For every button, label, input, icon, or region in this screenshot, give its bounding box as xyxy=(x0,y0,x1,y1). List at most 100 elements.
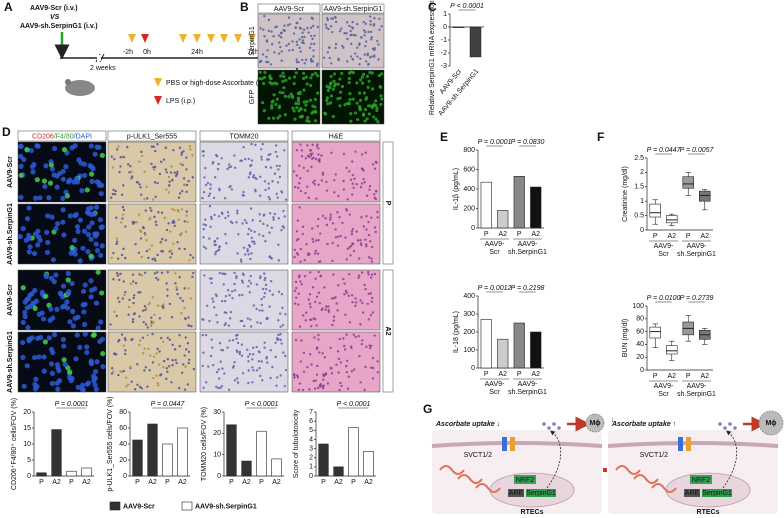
cell-dot xyxy=(269,152,272,156)
cell-dot xyxy=(302,100,306,104)
cell-dot xyxy=(117,145,120,148)
cell-dot xyxy=(365,40,368,43)
cell-dot xyxy=(156,278,160,281)
cell-dot xyxy=(204,381,208,384)
cell-dot xyxy=(267,187,271,190)
cell-dot xyxy=(334,296,337,299)
panel-letter: G xyxy=(423,402,432,416)
cell-dot xyxy=(355,22,359,26)
cell-dot xyxy=(204,218,207,221)
cell-dot xyxy=(149,207,152,211)
panel-letter: C xyxy=(428,0,437,14)
cell-dot xyxy=(93,204,100,210)
header-part: /DAPI xyxy=(74,133,92,140)
cell-dot xyxy=(136,362,139,366)
bar xyxy=(271,458,282,477)
cell-dot xyxy=(226,346,229,349)
cell-dot xyxy=(307,119,311,124)
cell-dot xyxy=(359,323,362,326)
cell-dot xyxy=(100,351,106,357)
header-box xyxy=(321,3,385,14)
cell-dot xyxy=(137,291,140,294)
cell-dot xyxy=(346,37,349,41)
cell-dot xyxy=(310,111,314,115)
header-part: CD206 xyxy=(32,133,54,140)
cell-dot xyxy=(272,93,276,97)
cell-dot xyxy=(178,192,182,195)
cell-dot xyxy=(158,317,162,320)
cell-dot xyxy=(34,177,40,183)
cell-dot xyxy=(349,178,353,182)
cell-dot xyxy=(306,365,309,369)
cell-dot xyxy=(88,171,95,177)
cell-dot xyxy=(241,371,245,375)
triangle xyxy=(220,34,228,43)
cell-dot xyxy=(157,211,160,214)
cell-dot xyxy=(264,287,268,291)
cell-dot xyxy=(312,317,316,320)
cell-dot xyxy=(294,296,298,299)
cell-dot xyxy=(313,97,317,101)
cell-dot xyxy=(338,388,341,392)
cell-dot xyxy=(265,60,268,64)
cell-dot xyxy=(316,91,320,95)
y-tick-label: 400 xyxy=(463,186,475,193)
cell-dot xyxy=(370,257,373,260)
cell-dot xyxy=(164,239,167,242)
cell-dot xyxy=(316,346,319,349)
cell-dot xyxy=(308,149,312,152)
p-value: P = 0.0012 xyxy=(478,285,512,292)
cell-dot xyxy=(354,52,357,55)
cell-dot xyxy=(248,279,251,283)
cell-dot xyxy=(92,151,98,157)
mouse-icon xyxy=(65,80,95,96)
cell-dot xyxy=(247,176,251,179)
cell-dot xyxy=(332,273,335,276)
cell-dot xyxy=(317,147,320,150)
cell-dot xyxy=(218,245,221,248)
cell-dot xyxy=(151,332,154,336)
cell-dot xyxy=(373,334,376,337)
cell-dot xyxy=(298,206,301,209)
cell-dot xyxy=(326,242,329,246)
cell-dot xyxy=(310,60,313,63)
cell-dot xyxy=(124,352,127,356)
cell-dot xyxy=(351,193,354,196)
cell-dot xyxy=(306,185,309,188)
cell-dot xyxy=(281,71,285,75)
header-box xyxy=(17,130,107,142)
cell-dot xyxy=(295,148,299,152)
cell-dot xyxy=(374,103,378,108)
cell-dot xyxy=(361,311,365,314)
cell-dot xyxy=(334,46,337,50)
cell-dot xyxy=(202,223,205,226)
cell-dot xyxy=(351,227,355,231)
cell-dot xyxy=(183,247,186,251)
cell-dot xyxy=(349,55,353,58)
triangle xyxy=(193,34,201,43)
cell-dot xyxy=(350,33,353,36)
cell-dot xyxy=(112,370,115,373)
y-axis-label: p-ULK1_Ser555 cells/FOV (%) xyxy=(107,396,114,491)
cell-dot xyxy=(254,176,257,180)
cell-dot xyxy=(73,356,79,362)
cell-dot xyxy=(298,90,302,94)
cell-dot xyxy=(141,352,145,355)
cell-dot xyxy=(312,55,315,58)
cell-dot xyxy=(331,114,335,119)
cell-dot xyxy=(318,384,322,387)
cell-dot xyxy=(191,176,194,179)
cell-dot xyxy=(350,294,354,297)
bar xyxy=(147,423,158,477)
cell-dot xyxy=(295,286,298,290)
cell-dot xyxy=(218,342,222,345)
cell-dot xyxy=(95,269,101,275)
cell-dot xyxy=(191,275,194,279)
cell-dot xyxy=(258,219,262,223)
cell-dot xyxy=(202,154,205,157)
cell-dot xyxy=(154,220,157,224)
cell-dot xyxy=(289,92,293,96)
cell-dot xyxy=(376,120,380,124)
cell-dot xyxy=(140,255,143,259)
cell-dot xyxy=(32,287,38,294)
